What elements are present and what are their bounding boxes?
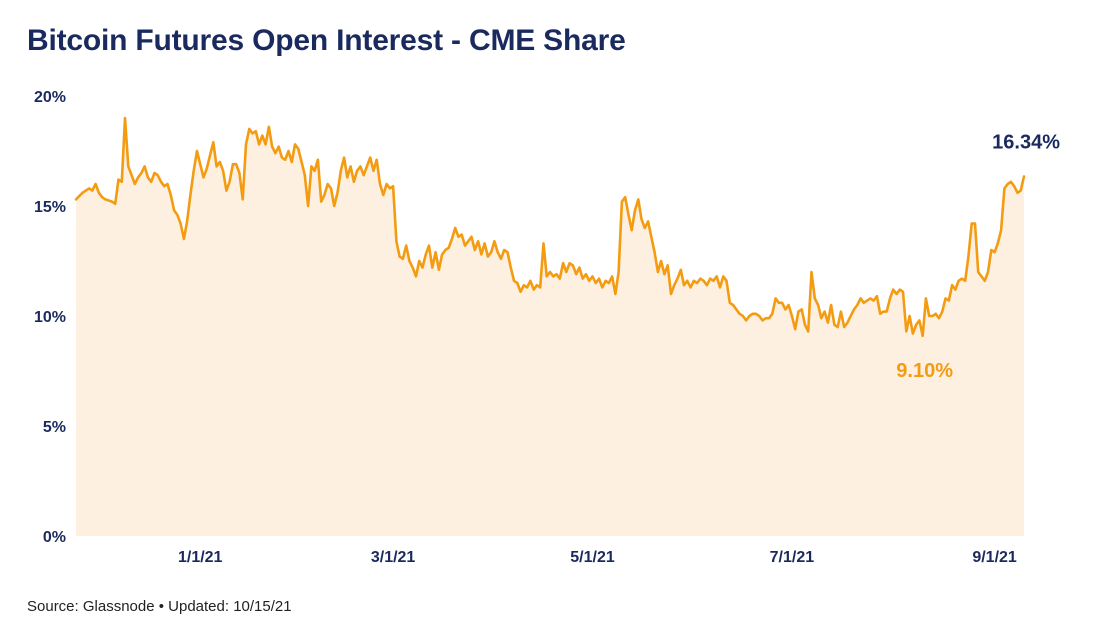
annotation-low-value: 9.10% [896, 360, 953, 382]
series-line-cme-share [74, 116, 1026, 338]
line-layer [74, 116, 1026, 338]
annotations: 16.34% 9.10% [896, 132, 1060, 382]
x-tick-label: 3/1/21 [371, 549, 416, 566]
x-tick-label: 1/1/21 [178, 549, 223, 566]
y-axis-ticks: 0% 5% 10% 15% 20% [34, 89, 66, 546]
series-area-cme-share [76, 118, 1024, 536]
y-tick-label: 5% [43, 419, 66, 436]
x-tick-label: 7/1/21 [770, 549, 815, 566]
x-axis-ticks: 1/1/21 3/1/21 5/1/21 7/1/21 9/1/21 [178, 549, 1017, 566]
y-tick-label: 0% [43, 529, 66, 546]
source-note: Source: Glassnode • Updated: 10/15/21 [27, 598, 292, 615]
chart-title: Bitcoin Futures Open Interest - CME Shar… [27, 24, 626, 57]
x-tick-label: 9/1/21 [972, 549, 1017, 566]
y-tick-label: 15% [34, 199, 66, 216]
y-tick-label: 20% [34, 89, 66, 106]
area-layer [76, 118, 1024, 536]
y-tick-label: 10% [34, 309, 66, 326]
x-tick-label: 5/1/21 [570, 549, 615, 566]
annotation-latest-value: 16.34% [992, 132, 1060, 154]
